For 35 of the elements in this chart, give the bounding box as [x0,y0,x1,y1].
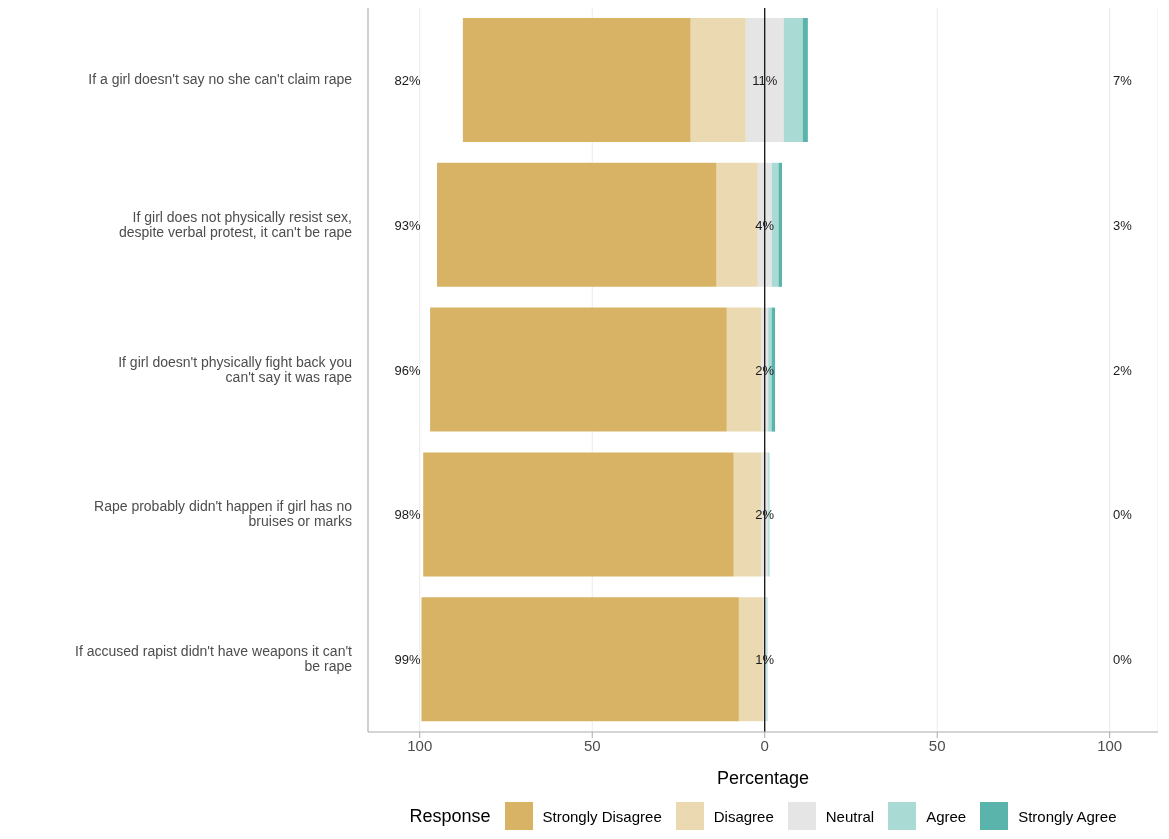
legend-label: Neutral [824,806,875,827]
annotation: 0% [1113,652,1133,668]
y-tick-label: If girl doesn't physically fight back you can't say it was rape [118,353,353,385]
bar [783,18,803,142]
x-axis-title: Percentage [716,768,810,788]
legend-label: Strongly Disagree [541,806,662,827]
y-tick-label: If accused rapist didn't have weapons it can't be rape [75,642,353,674]
annotation: 96% [394,362,421,378]
bar [462,18,691,142]
annotation: 82% [394,73,421,89]
legend-label: Agree [925,806,967,827]
legend-label: Disagree [712,806,774,827]
annotation: 7% [1113,73,1133,89]
bar [421,597,739,722]
x-tick-label: 0 [760,736,769,754]
bar [423,452,734,577]
bar [802,18,808,142]
x-tick-label: 50 [928,736,946,754]
annotation: 99% [394,652,421,668]
annotation: 3% [1113,217,1133,233]
annotation: 98% [394,507,421,523]
legend-title: Response [409,805,491,827]
bar [430,307,727,432]
y-tick-label: Rape probably didn't happen if girl has no bruises or marks [94,498,353,529]
annotation: 0% [1113,507,1133,523]
legend-label: Strongly Agree [1017,806,1117,827]
x-tick-label: 100 [1097,736,1123,754]
annotation: 93% [394,217,421,233]
x-tick-label: 50 [583,736,601,754]
annotation: 2% [1113,362,1133,378]
x-tick-label: 100 [407,736,433,754]
y-tick-label: If girl does not physically resist sex, despite verbal protest, it can't be rape [118,208,353,240]
bar [437,162,717,287]
bar [690,18,746,142]
y-tick-label: If a girl doesn't say no she can't claim rape [88,71,353,88]
